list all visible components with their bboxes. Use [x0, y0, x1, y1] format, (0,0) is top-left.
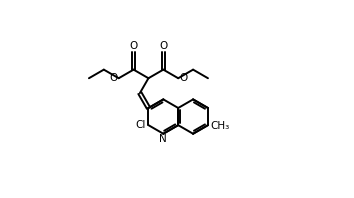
Text: Cl: Cl — [136, 120, 146, 130]
Text: O: O — [109, 73, 117, 83]
Text: O: O — [180, 73, 188, 83]
Text: CH₃: CH₃ — [210, 121, 229, 130]
Text: O: O — [159, 41, 167, 51]
Text: N: N — [159, 134, 167, 144]
Text: O: O — [130, 41, 138, 51]
